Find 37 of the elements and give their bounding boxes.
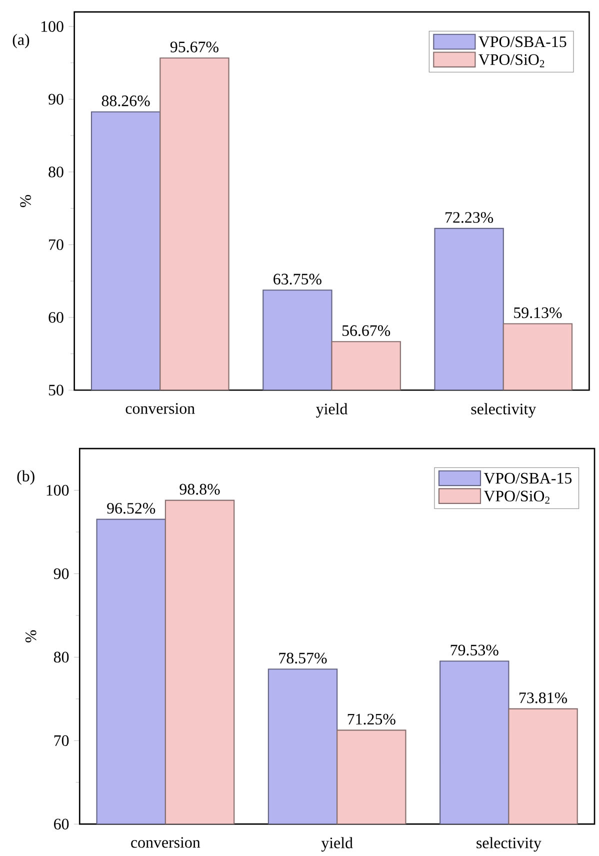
y-axis-title: % — [25, 630, 36, 642]
y-tick-label: 100 — [41, 21, 64, 32]
data-label: 95.67% — [170, 42, 218, 52]
y-tick-label: 50 — [48, 384, 64, 396]
x-tick-label: conversion — [126, 403, 195, 414]
x-tick-label: selectivity — [476, 837, 542, 852]
y-axis-title: % — [20, 194, 31, 208]
data-label: 98.8% — [180, 484, 220, 495]
y-tick-label: 70 — [54, 735, 69, 746]
y-tick-label: 60 — [54, 818, 69, 830]
y-tick-label: 90 — [54, 568, 69, 580]
text: (b) — [17, 470, 34, 485]
data-label: 73.81% — [519, 692, 567, 704]
legend-label: VPO/SiO$_{2}$ — [478, 54, 544, 68]
y-tick-label: 70 — [49, 239, 64, 250]
x-tick-label: yield — [316, 403, 348, 418]
x-tick-label: conversion — [131, 837, 200, 848]
data-label: 72.23% — [445, 212, 493, 223]
x-tick-label: selectivity — [471, 403, 536, 418]
data-label: 59.13% — [514, 307, 562, 318]
y-tick-label: 60 — [48, 312, 64, 323]
data-label: 78.57% — [279, 652, 327, 664]
legend-label: VPO/SiO$_{2}$ — [484, 490, 550, 504]
legend-label: VPO/SBA-15 — [484, 472, 572, 484]
data-label: 88.26% — [102, 95, 150, 106]
data-label: 96.52% — [107, 502, 156, 514]
data-label: 56.67% — [342, 325, 390, 336]
data-label: 71.25% — [348, 714, 396, 725]
data-label: 79.53% — [450, 644, 498, 656]
y-tick-label: 80 — [48, 166, 64, 178]
y-tick-label: 90 — [48, 94, 64, 105]
legend-label: VPO/SBA-15 — [478, 36, 566, 48]
y-tick-label: 80 — [54, 652, 69, 663]
y-tick-label: 100 — [46, 484, 69, 496]
text: (a) — [12, 34, 30, 48]
x-tick-label: yield — [321, 837, 353, 852]
data-label: 63.75% — [273, 274, 322, 285]
